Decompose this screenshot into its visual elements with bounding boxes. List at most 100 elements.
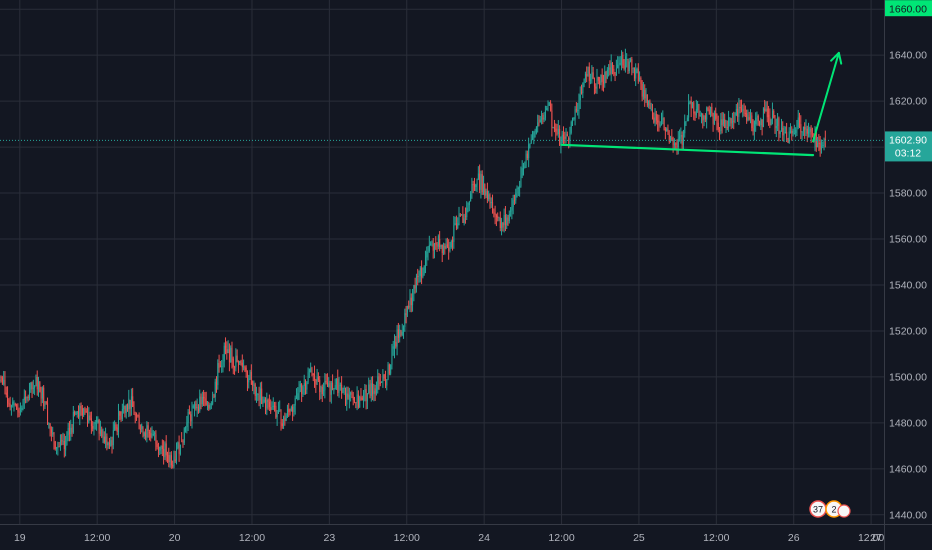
candle-body <box>457 223 459 229</box>
candle-body <box>222 361 224 366</box>
candle-body <box>388 364 390 374</box>
candles-layer <box>0 48 826 469</box>
x-tick-label: 26 <box>788 532 800 544</box>
candle-body <box>209 404 211 409</box>
candle-body <box>671 137 673 140</box>
candle-body <box>201 396 203 405</box>
candle-body <box>99 429 101 434</box>
candle-body <box>751 115 753 129</box>
candle-body <box>591 72 593 80</box>
candle-body <box>75 414 77 416</box>
candle-body <box>145 432 147 438</box>
candle-body <box>435 243 437 245</box>
candle-body <box>43 387 45 407</box>
candle-body <box>543 117 545 120</box>
candle-body <box>352 396 354 401</box>
candle-body <box>553 127 555 129</box>
candle-body <box>361 397 363 401</box>
candle-body <box>192 406 194 408</box>
candle-body <box>697 103 699 111</box>
candle-body <box>191 407 193 422</box>
candle-body <box>597 76 599 81</box>
candle-body <box>13 403 15 405</box>
candle-body <box>765 108 767 112</box>
candle-body <box>713 113 715 124</box>
candle-body <box>343 387 345 389</box>
candle-body <box>167 455 169 457</box>
candle-body <box>368 384 370 393</box>
candle-body <box>516 187 518 194</box>
candle-body <box>118 411 120 433</box>
candle-body <box>271 406 273 410</box>
candle-body <box>381 381 383 383</box>
candle-body <box>627 58 629 72</box>
candle-body <box>720 119 722 132</box>
candle-body <box>382 374 384 382</box>
candle-body <box>93 423 95 429</box>
candle-body <box>210 403 212 405</box>
candle-body <box>613 68 615 75</box>
candle-body <box>360 396 362 400</box>
candle-body <box>65 445 67 451</box>
candle-body <box>622 54 624 66</box>
candle-body <box>244 366 246 371</box>
candle-body <box>708 109 710 115</box>
candle-body <box>520 175 522 187</box>
candle-body <box>648 100 650 106</box>
candle-body <box>146 425 148 438</box>
candle-body <box>564 136 566 139</box>
candle-body <box>179 444 181 454</box>
candle-body <box>410 297 412 306</box>
candle-body <box>137 414 139 416</box>
candle-body <box>677 138 679 148</box>
candle-body <box>792 130 794 134</box>
event-badge-count: 2 <box>831 505 836 515</box>
candle-body <box>96 419 98 423</box>
candle-body <box>504 214 506 226</box>
candle-body <box>698 103 700 116</box>
candle-body <box>752 128 754 132</box>
candle-body <box>325 380 327 383</box>
candle-body <box>39 381 41 392</box>
candle-body <box>810 128 812 135</box>
candle-body <box>759 121 761 126</box>
candle-body <box>66 435 68 446</box>
candle-body <box>455 223 457 229</box>
candle-body <box>197 407 199 411</box>
candle-body <box>610 62 612 74</box>
candle-body <box>730 118 732 124</box>
candle-body <box>657 120 659 123</box>
candle-body <box>339 384 341 386</box>
candle-body <box>114 424 116 431</box>
x-tick-label: 23 <box>324 532 336 544</box>
candle-body <box>586 74 588 77</box>
candle-body <box>606 69 608 79</box>
candle-body <box>17 409 19 412</box>
candle-body <box>459 214 461 216</box>
candle-body <box>50 429 52 433</box>
candle-body <box>301 383 303 394</box>
candle-body <box>645 94 647 102</box>
candle-body <box>44 403 46 407</box>
candle-body <box>245 367 247 373</box>
candle-body <box>52 432 54 435</box>
candle-body <box>227 349 229 354</box>
candle-body <box>67 427 69 436</box>
candle-body <box>501 222 503 228</box>
candle-body <box>488 194 490 200</box>
candle-body <box>265 399 267 409</box>
candle-body <box>142 427 144 437</box>
candle-body <box>621 54 623 64</box>
candle-body <box>729 118 731 120</box>
candle-body <box>593 78 595 87</box>
x-tick-label: 12:00 <box>84 532 110 544</box>
candle-body <box>158 446 160 451</box>
candle-body <box>241 362 243 368</box>
candle-body <box>70 427 72 435</box>
candle-body <box>306 382 308 390</box>
candle-body <box>128 398 130 410</box>
candle-body <box>546 108 548 111</box>
candle-body <box>608 67 610 70</box>
